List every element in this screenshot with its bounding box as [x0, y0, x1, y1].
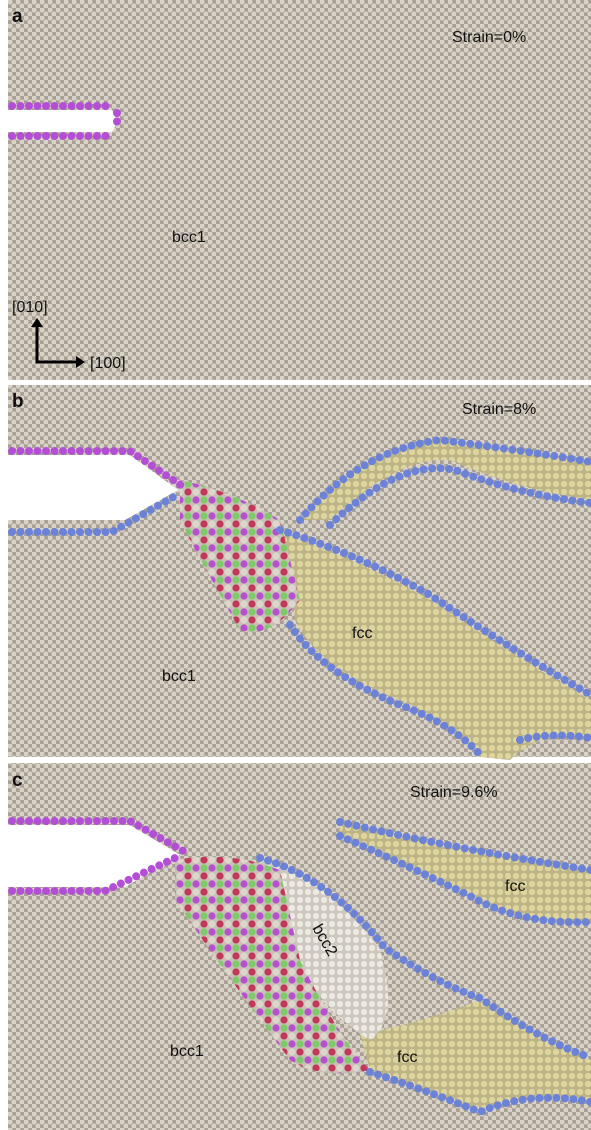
strain-label: Strain=0% [452, 29, 526, 46]
region-label: fcc [505, 878, 525, 895]
strain-label: Strain=8% [462, 401, 536, 418]
region-label: bcc1 [170, 1043, 204, 1060]
panel-c: c Strain=9.6% bcc1 bcc2 fcc fcc [8, 763, 591, 1130]
figure: a Strain=0% bcc1 [010] [100] b Strain=8%… [0, 0, 591, 1130]
lattice [8, 0, 591, 380]
panel-label: c [12, 770, 23, 791]
axis-label: [010] [12, 299, 48, 316]
panel-label: b [12, 391, 24, 412]
axis-label: [100] [90, 355, 126, 372]
region-label: fcc [352, 625, 372, 642]
panel-b: b Strain=8% bcc1 fcc [8, 385, 591, 760]
crack [8, 110, 116, 132]
region-label: bcc1 [172, 229, 206, 246]
panel-label: a [12, 6, 23, 27]
panel-a: a Strain=0% bcc1 [010] [100] [8, 0, 591, 380]
region-label: bcc1 [162, 668, 196, 685]
region-label: fcc [397, 1049, 417, 1066]
strain-label: Strain=9.6% [410, 784, 498, 801]
